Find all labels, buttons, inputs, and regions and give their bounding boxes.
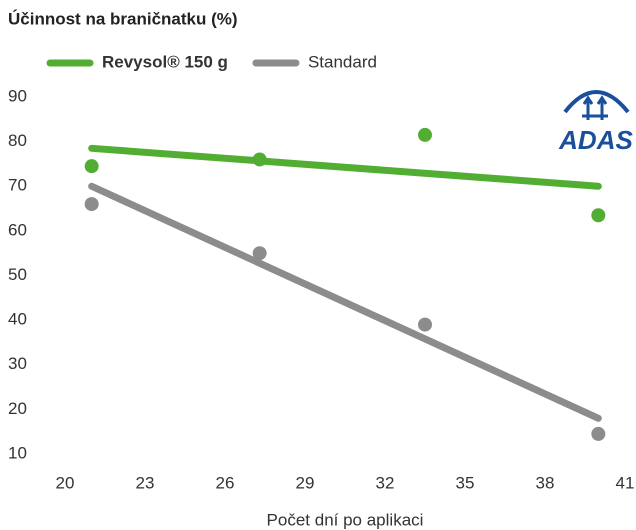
x-tick-label: 20: [56, 473, 75, 492]
chart-title: Účinnost na braničnatku (%): [8, 9, 238, 28]
data-point: [418, 317, 432, 332]
x-tick-label: 23: [136, 473, 155, 492]
x-axis-label: Počet dní po aplikaci: [267, 510, 424, 529]
y-tick-label: 80: [8, 131, 27, 150]
logo-arc: [563, 90, 630, 114]
x-tick-label: 26: [216, 473, 235, 492]
logo: ADAS: [558, 90, 633, 155]
y-tick-label: 20: [8, 399, 27, 418]
data-point: [84, 159, 99, 174]
trend-line: [88, 182, 602, 422]
x-tick-label: 38: [536, 473, 555, 492]
data-point: [252, 152, 267, 167]
y-tick-label: 40: [8, 310, 27, 329]
y-tick-label: 10: [8, 443, 27, 462]
legend-label: Standard: [308, 52, 377, 71]
x-tick-label: 32: [376, 473, 395, 492]
data-point: [252, 246, 267, 261]
x-tick-label: 41: [616, 473, 635, 492]
data-point: [418, 127, 432, 142]
y-tick-label: 30: [8, 354, 27, 373]
logo-icon: [582, 95, 608, 120]
y-tick-label: 50: [8, 265, 27, 284]
data-point: [591, 208, 606, 223]
y-tick-label: 90: [8, 86, 27, 105]
x-tick-label: 29: [296, 473, 315, 492]
x-tick-label: 35: [456, 473, 475, 492]
data-point: [84, 197, 99, 212]
trend-line: [88, 144, 602, 190]
y-tick-label: 60: [8, 220, 27, 239]
legend-label: Revysol® 150 g: [102, 52, 228, 71]
data-point: [591, 426, 606, 441]
logo-text: ADAS: [558, 125, 633, 155]
y-tick-label: 70: [8, 176, 27, 195]
